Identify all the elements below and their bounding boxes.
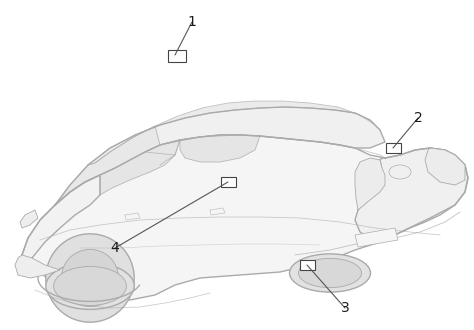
Polygon shape: [88, 101, 380, 165]
Circle shape: [62, 249, 118, 307]
Polygon shape: [55, 107, 385, 205]
Text: 2: 2: [414, 111, 422, 125]
Polygon shape: [425, 148, 465, 185]
Bar: [386, 143, 401, 153]
Ellipse shape: [54, 267, 127, 306]
Ellipse shape: [299, 258, 362, 288]
Bar: [221, 177, 236, 187]
Polygon shape: [355, 158, 385, 210]
Polygon shape: [15, 255, 60, 278]
Polygon shape: [20, 135, 468, 300]
Polygon shape: [355, 228, 398, 247]
Text: 1: 1: [188, 15, 196, 29]
Polygon shape: [100, 140, 180, 195]
Ellipse shape: [389, 165, 411, 179]
Bar: [300, 260, 315, 270]
Polygon shape: [55, 126, 160, 205]
Text: 4: 4: [110, 241, 119, 255]
Polygon shape: [22, 175, 100, 270]
Polygon shape: [20, 210, 38, 228]
Polygon shape: [180, 135, 260, 162]
Bar: [168, 50, 186, 62]
Ellipse shape: [46, 263, 134, 310]
Ellipse shape: [290, 254, 371, 292]
Circle shape: [46, 234, 134, 322]
Text: 3: 3: [341, 301, 349, 315]
Polygon shape: [355, 148, 468, 240]
